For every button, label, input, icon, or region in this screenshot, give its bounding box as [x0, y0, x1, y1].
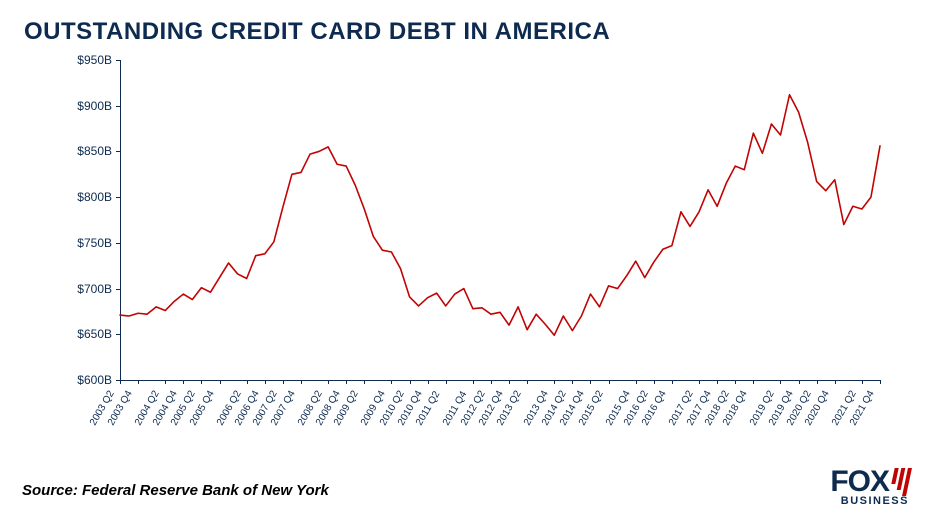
- x-tick: [346, 380, 347, 384]
- y-tick-label: $900B: [77, 99, 112, 113]
- y-tick-label: $700B: [77, 282, 112, 296]
- x-tick: [672, 380, 673, 384]
- x-tick: [527, 380, 528, 384]
- x-tick: [862, 380, 863, 384]
- chart-area: $600B$650B$700B$750B$800B$850B$900B$950B…: [60, 60, 880, 420]
- x-tick: [120, 380, 121, 384]
- x-tick: [265, 380, 266, 384]
- y-tick-label: $650B: [77, 327, 112, 341]
- line-series: [120, 60, 880, 380]
- x-tick: [391, 380, 392, 384]
- x-tick: [410, 380, 411, 384]
- x-tick: [609, 380, 610, 384]
- x-tick: [165, 380, 166, 384]
- x-tick: [428, 380, 429, 384]
- logo-brand: FOX: [830, 467, 909, 497]
- chart-title: OUTSTANDING CREDIT CARD DEBT IN AMERICA: [24, 18, 610, 46]
- fox-business-logo: FOX BUSINESS: [830, 467, 909, 507]
- x-tick: [364, 380, 365, 384]
- y-tick-label: $850B: [77, 144, 112, 158]
- y-tick-label: $800B: [77, 190, 112, 204]
- x-tick: [817, 380, 818, 384]
- x-tick: [491, 380, 492, 384]
- x-tick: [446, 380, 447, 384]
- x-tick: [509, 380, 510, 384]
- x-tick: [138, 380, 139, 384]
- y-tick-label: $600B: [77, 373, 112, 387]
- x-tick: [735, 380, 736, 384]
- x-tick: [572, 380, 573, 384]
- x-tick: [699, 380, 700, 384]
- logo-sub: BUSINESS: [830, 495, 909, 507]
- x-tick: [636, 380, 637, 384]
- x-tick: [799, 380, 800, 384]
- source-attribution: Source: Federal Reserve Bank of New York: [22, 482, 329, 499]
- logo-fox-text: FOX: [830, 467, 889, 497]
- x-tick: [880, 380, 881, 384]
- x-tick: [753, 380, 754, 384]
- x-tick: [247, 380, 248, 384]
- x-tick: [554, 380, 555, 384]
- x-tick: [328, 380, 329, 384]
- x-tick: [473, 380, 474, 384]
- x-tick: [654, 380, 655, 384]
- x-tick: [780, 380, 781, 384]
- y-tick-label: $950B: [77, 53, 112, 67]
- x-tick: [183, 380, 184, 384]
- y-tick-label: $750B: [77, 236, 112, 250]
- x-tick: [590, 380, 591, 384]
- x-tick: [301, 380, 302, 384]
- data-line: [120, 95, 880, 335]
- x-tick: [283, 380, 284, 384]
- logo-bars-icon: [891, 468, 909, 496]
- x-tick: [220, 380, 221, 384]
- x-tick: [717, 380, 718, 384]
- x-tick: [835, 380, 836, 384]
- x-tick: [201, 380, 202, 384]
